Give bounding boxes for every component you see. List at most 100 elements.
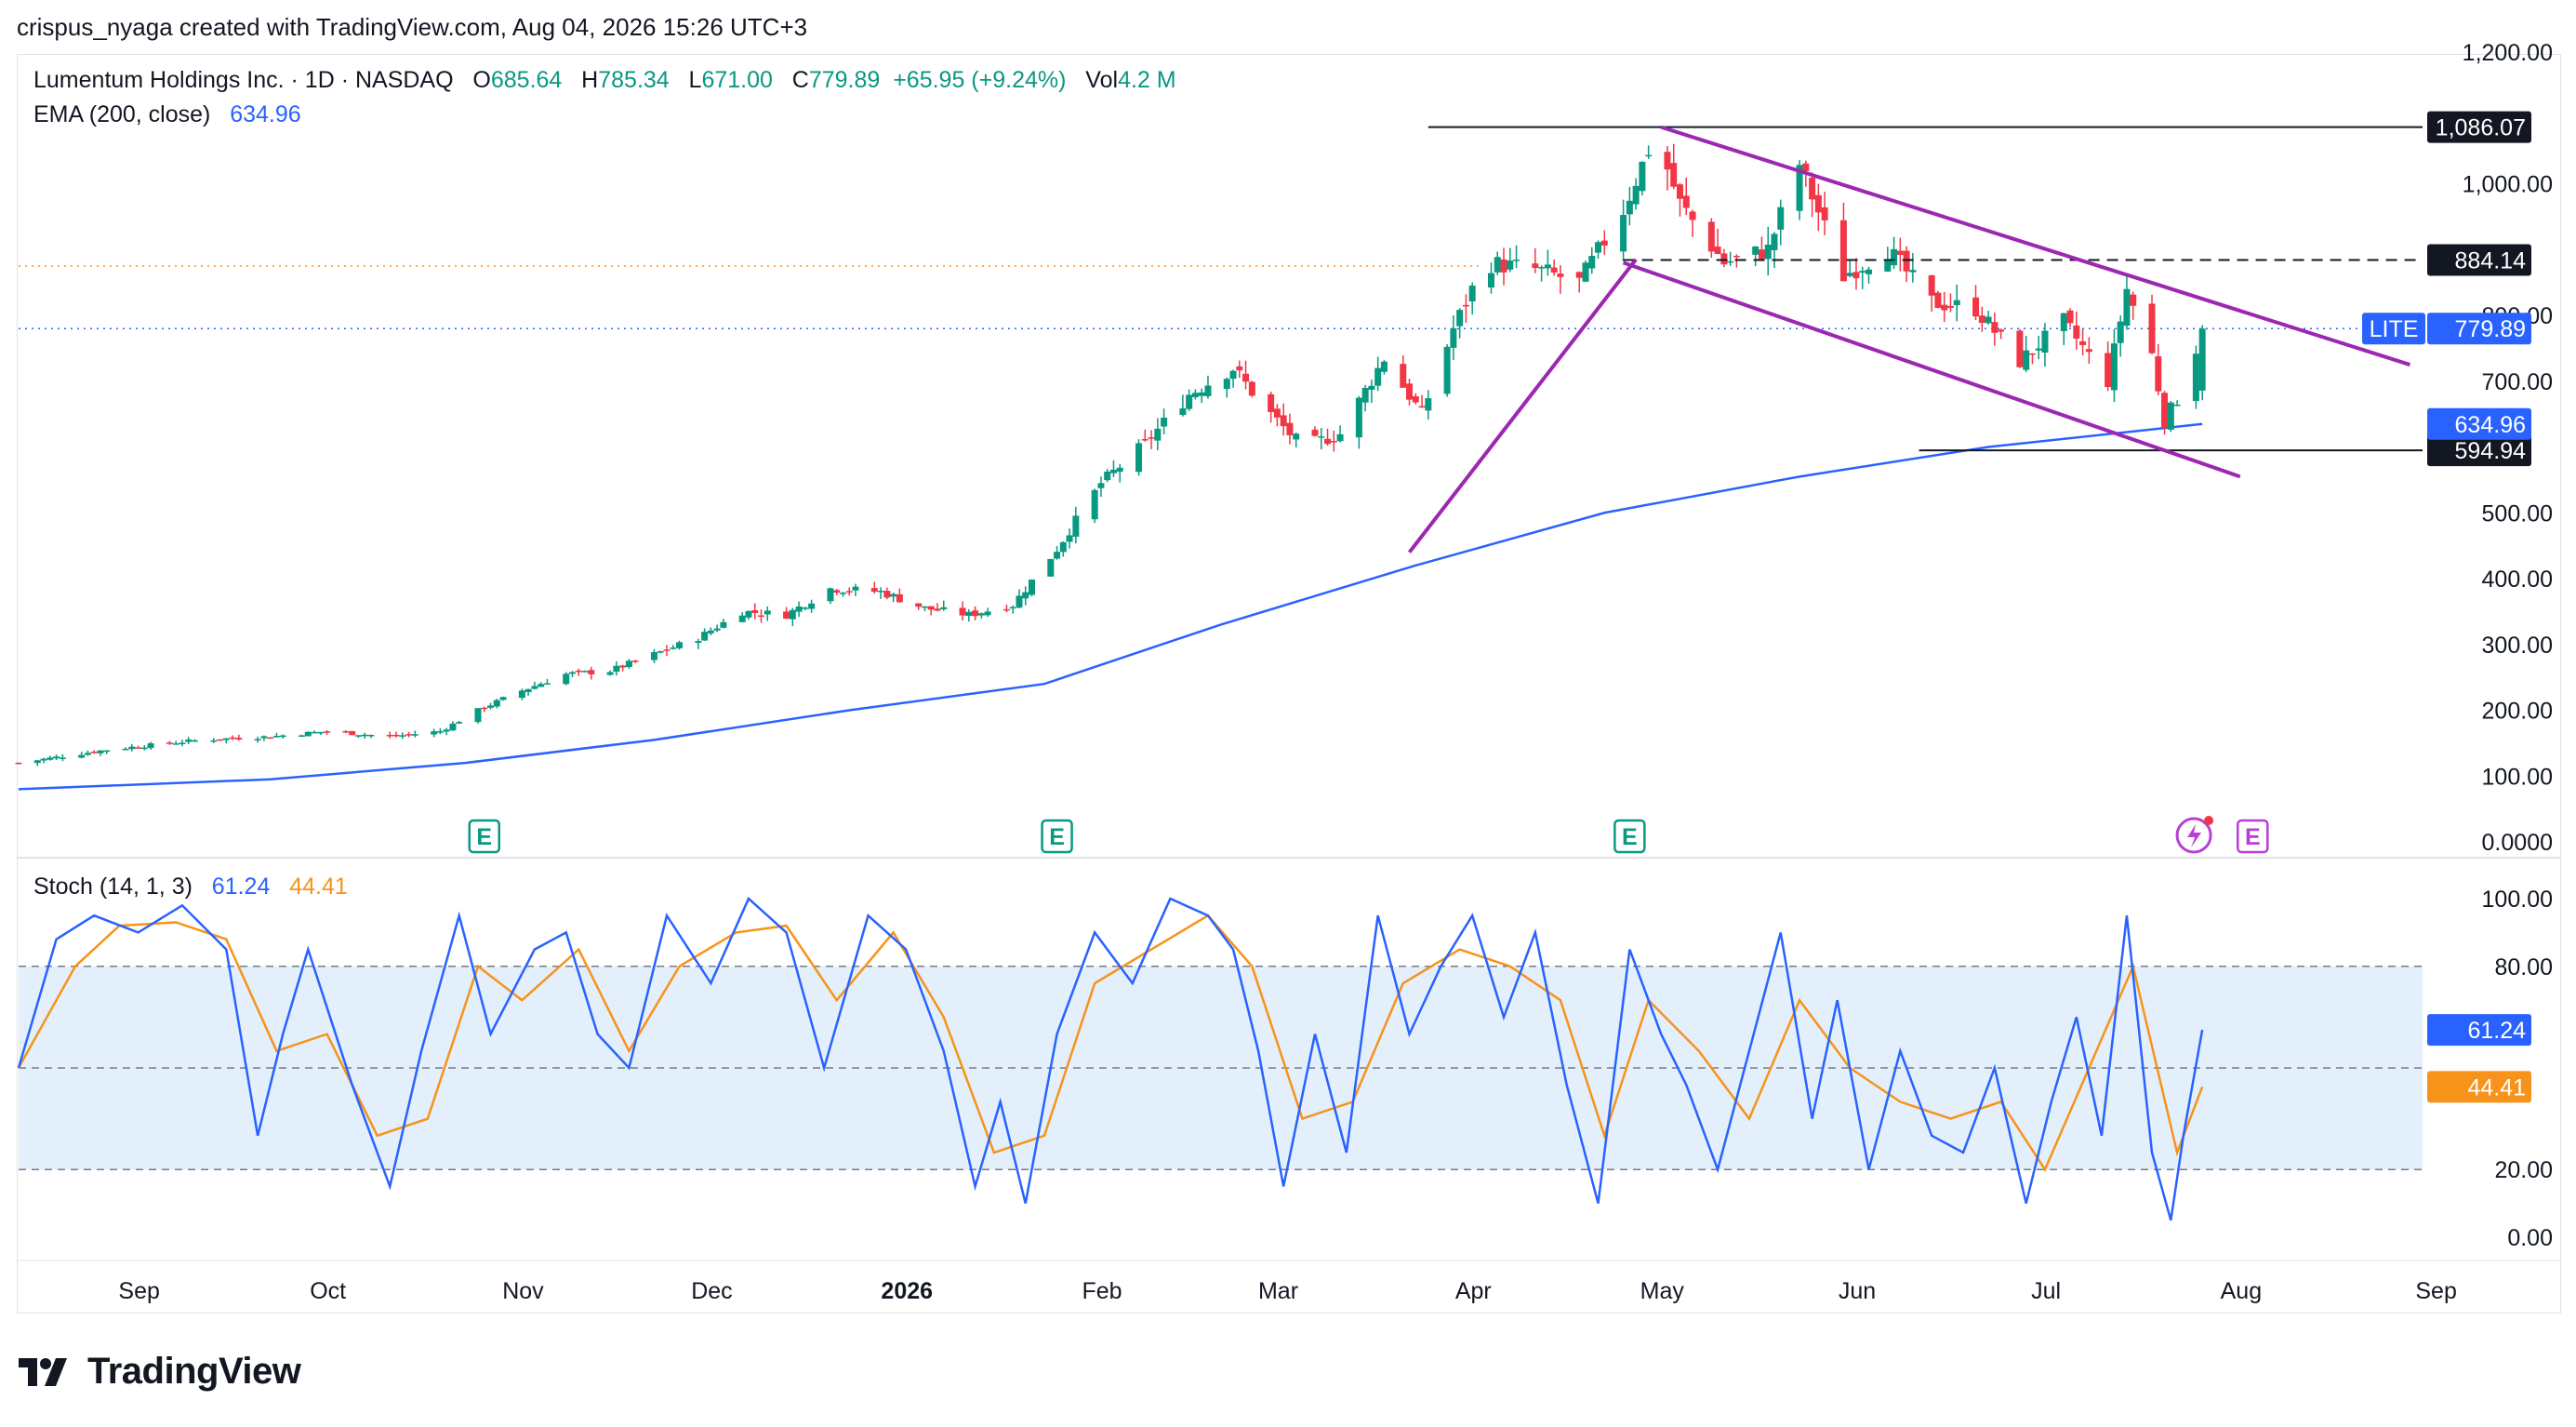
candle-body <box>493 700 500 707</box>
candle-body <box>870 588 878 593</box>
candle-body <box>2110 343 2118 391</box>
open-label: O <box>472 67 491 93</box>
candle-body <box>1714 247 1721 255</box>
symbol-title[interactable]: Lumentum Holdings Inc. · 1D · NASDAQ <box>33 67 454 93</box>
stoch-legend-label[interactable]: Stoch (14, 1, 3) <box>33 874 193 900</box>
candle-body <box>1632 185 1640 205</box>
candle-body <box>1236 366 1243 371</box>
candle-body <box>1985 316 1992 324</box>
main-legend[interactable]: Lumentum Holdings Inc. · 1D · NASDAQ O68… <box>33 63 1176 132</box>
x-tick-label: Apr <box>1455 1278 1492 1304</box>
x-tick-label: Sep <box>118 1278 159 1304</box>
candle-body <box>1909 270 1917 273</box>
candle-body <box>53 756 60 759</box>
candle-body <box>1991 322 1998 333</box>
candle-body <box>1016 595 1023 608</box>
candle-body <box>1626 200 1633 215</box>
candle-body <box>1412 395 1419 403</box>
x-tick-label: Jun <box>1839 1278 1876 1304</box>
candle-body <box>1355 397 1362 438</box>
x-tick-label: Dec <box>691 1278 732 1304</box>
candle-body <box>1109 469 1117 473</box>
candle-body <box>1047 558 1055 577</box>
candle-body <box>1507 260 1514 270</box>
candle-body <box>575 670 582 673</box>
high-label: H <box>581 67 599 93</box>
stoch-tag-text: 44.41 <box>2467 1074 2526 1100</box>
candle-body <box>443 729 450 732</box>
candle-body <box>317 731 325 734</box>
stoch-d-value: 44.41 <box>289 874 348 900</box>
ema-tag-text: 634.96 <box>2455 412 2526 438</box>
ema-tag-box <box>2427 407 2531 440</box>
candle-body <box>1859 271 1866 273</box>
y-tick-label: 400.00 <box>2482 567 2553 593</box>
candle-body <box>431 731 438 735</box>
tradingview-logo: TradingView <box>19 1351 301 1393</box>
candle-body <box>481 707 488 710</box>
candle-body <box>808 603 816 609</box>
candle-body <box>538 684 545 687</box>
candle-body <box>2130 294 2137 306</box>
candle-body <box>720 621 727 628</box>
candle-body <box>657 651 664 653</box>
candle-body <box>311 731 318 734</box>
candle-body <box>1777 207 1785 230</box>
candle-body <box>1771 233 1778 250</box>
candle-body <box>2016 330 2024 367</box>
candle-body <box>147 743 154 749</box>
earnings-marker-label: E <box>1049 824 1065 850</box>
candle-body <box>1135 443 1143 473</box>
candle-body <box>1513 260 1520 261</box>
candle-body <box>1575 272 1583 278</box>
y-tick-label: 300.00 <box>2482 633 2553 659</box>
candle-body <box>1059 541 1067 553</box>
stoch-tag-box <box>2427 1071 2531 1103</box>
candle-body <box>833 590 841 593</box>
symbol-tag-box <box>2362 313 2425 345</box>
stoch-k-value: 61.24 <box>211 874 271 900</box>
y-tick-label: 700.00 <box>2482 369 2553 395</box>
ema-legend-label[interactable]: EMA (200, close) <box>33 101 211 127</box>
candle-body <box>1550 267 1558 273</box>
open-value: 685.64 <box>490 67 563 93</box>
candle-body <box>531 686 538 689</box>
candle-body <box>1998 329 2005 332</box>
candle-body <box>474 708 482 723</box>
x-tick-label: Jul <box>2031 1278 2061 1304</box>
chart-frame <box>17 54 2561 1314</box>
stoch-legend[interactable]: Stoch (14, 1, 3) 61.24 44.41 <box>33 874 348 900</box>
candle-body <box>436 731 444 733</box>
x-tick-label: Aug <box>2221 1278 2262 1304</box>
stoch-y-tick-label: 0.00 <box>2507 1225 2553 1251</box>
candle-body <box>499 697 507 700</box>
candle-body <box>738 615 746 622</box>
candle-body <box>1242 373 1250 382</box>
candle-body <box>1009 607 1016 609</box>
candle-body <box>883 591 891 598</box>
low-value: 671.00 <box>701 67 773 93</box>
candle-body <box>1764 244 1772 260</box>
candle-body <box>1953 300 1960 306</box>
candle-body <box>1380 361 1388 372</box>
x-tick-label: May <box>1640 1278 1685 1304</box>
candle-body <box>1839 220 1847 282</box>
candle-body <box>1639 161 1646 192</box>
y-tick-label: 100.00 <box>2482 764 2553 790</box>
candle-body <box>1645 154 1653 157</box>
candle-body <box>191 740 198 742</box>
candle-body <box>2105 353 2112 388</box>
candle-body <box>977 613 985 616</box>
candle-body <box>1928 274 1935 296</box>
candle-body <box>972 610 979 617</box>
candle-body <box>84 753 91 755</box>
candle-body <box>1248 381 1255 396</box>
candle-body <box>1946 305 1954 308</box>
volume-value: 4.2 M <box>1118 67 1176 93</box>
candle-body <box>1104 471 1111 481</box>
candle-body <box>1324 438 1332 445</box>
candle-body <box>783 611 790 620</box>
candle-body <box>361 734 368 737</box>
candle-body <box>1544 264 1551 269</box>
